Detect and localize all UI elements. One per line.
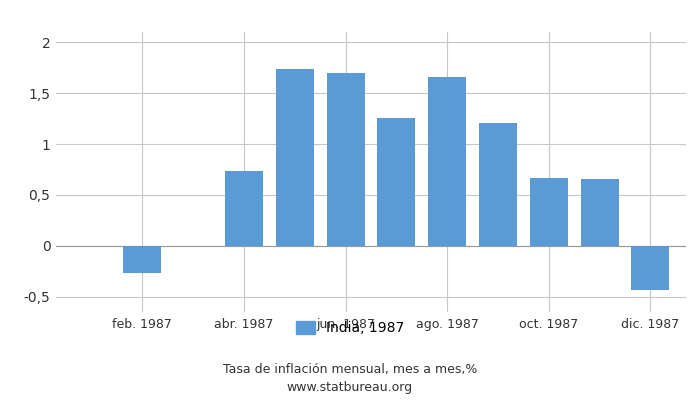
Bar [580,179,619,246]
Bar [326,73,365,246]
Bar [631,246,669,290]
Legend: India, 1987: India, 1987 [295,321,405,335]
Bar [225,172,263,246]
Bar [428,77,466,246]
Bar [276,69,314,246]
Bar [123,246,162,273]
Text: Tasa de inflación mensual, mes a mes,%: Tasa de inflación mensual, mes a mes,% [223,364,477,376]
Text: www.statbureau.org: www.statbureau.org [287,382,413,394]
Bar [377,118,416,246]
Bar [530,178,568,246]
Bar [479,123,517,246]
